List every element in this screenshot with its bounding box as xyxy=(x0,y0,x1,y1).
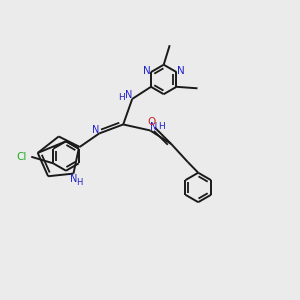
Text: N: N xyxy=(150,122,158,132)
Text: H: H xyxy=(76,178,83,187)
Text: O: O xyxy=(148,117,156,127)
Text: H: H xyxy=(118,93,125,102)
Text: H: H xyxy=(158,122,165,131)
Text: N: N xyxy=(92,125,99,136)
Text: N: N xyxy=(125,90,132,100)
Text: N: N xyxy=(70,174,77,184)
Text: N: N xyxy=(177,66,185,76)
Text: Cl: Cl xyxy=(16,152,27,162)
Text: N: N xyxy=(142,66,150,76)
